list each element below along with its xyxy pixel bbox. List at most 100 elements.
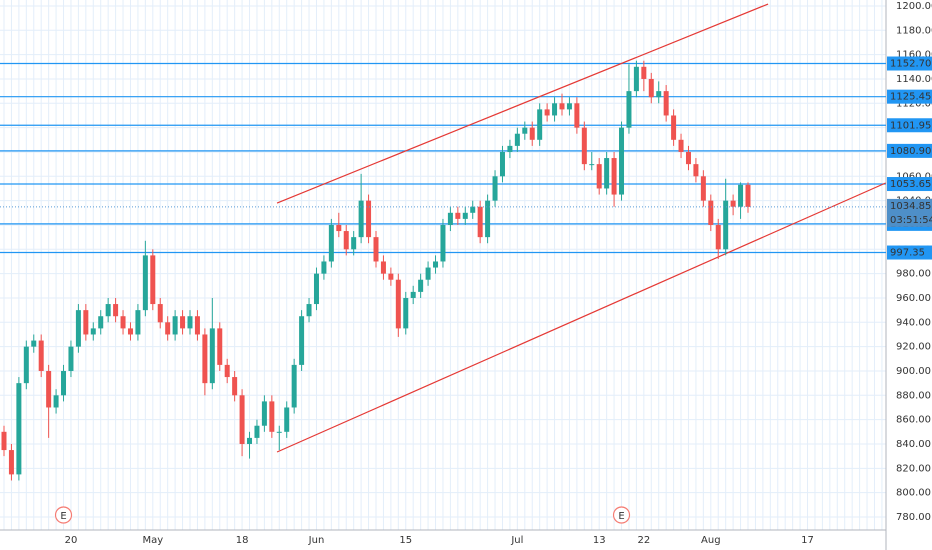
x-tick-label: Aug <box>701 535 721 546</box>
level-label: 1053.65 <box>890 179 931 190</box>
candle-body <box>693 164 699 177</box>
candle-body <box>165 322 171 335</box>
candle-body <box>90 328 96 335</box>
x-tick-label: May <box>142 535 163 546</box>
candle-body <box>16 383 22 475</box>
candle-body <box>462 212 468 219</box>
candle-body <box>98 316 104 329</box>
candle-body <box>105 304 111 317</box>
candle-body <box>715 224 721 250</box>
candle-body <box>418 279 424 292</box>
y-tick-label: 920.00 <box>896 342 931 353</box>
level-label: 1152.70 <box>890 59 931 70</box>
candle-body <box>142 255 148 311</box>
candle-body <box>8 450 14 475</box>
candle-body <box>633 66 639 92</box>
level-label-box <box>887 245 932 260</box>
candle-body <box>46 370 52 408</box>
candle-body <box>306 304 312 317</box>
candle-body <box>395 279 401 329</box>
candle-body <box>626 91 632 128</box>
candle-body <box>261 401 267 426</box>
x-tick-label: 18 <box>236 535 249 546</box>
candle-body <box>499 151 505 177</box>
x-tick-label: Jul <box>510 535 523 546</box>
candle-body <box>708 200 714 225</box>
candle-body <box>700 176 706 201</box>
y-tick-label: 900.00 <box>896 366 931 377</box>
candle-body <box>537 109 543 140</box>
candle-body <box>574 103 580 128</box>
candle-body <box>254 425 260 438</box>
candle-body <box>477 206 483 238</box>
trendline <box>276 182 886 453</box>
last-price-label: 1034.85 <box>890 201 931 212</box>
x-tick-label: Jun <box>308 535 325 546</box>
candle-body <box>619 127 625 195</box>
level-label-box <box>887 177 932 192</box>
event-marker <box>54 506 73 524</box>
candle-body <box>328 224 334 262</box>
y-tick-label: 940.00 <box>896 317 931 328</box>
last-price-box <box>887 198 932 227</box>
candle-body <box>589 164 595 166</box>
y-tick-label: 780.00 <box>896 512 931 523</box>
candle-body <box>514 133 520 146</box>
candle-body <box>738 184 744 207</box>
candle-body <box>217 328 223 365</box>
candle-body <box>180 316 186 329</box>
candle-body <box>68 346 74 371</box>
candle-body <box>127 328 133 335</box>
candle-body <box>187 316 193 329</box>
y-tick-label: 960.00 <box>896 293 931 304</box>
candle-body <box>269 401 275 432</box>
candle-body <box>470 206 476 213</box>
x-tick-label: 22 <box>637 535 650 546</box>
y-tick-label: 880.00 <box>896 390 931 401</box>
trendline <box>276 3 769 204</box>
countdown: 03:51:54 <box>890 215 932 226</box>
event-marker <box>612 506 631 524</box>
candle-body <box>522 127 528 134</box>
y-tick-label: 1200.00 <box>896 1 932 12</box>
level-label: 1080.90 <box>890 146 931 157</box>
candle-body <box>157 304 163 323</box>
event-label: E <box>618 511 624 522</box>
candle-body <box>313 273 319 305</box>
candle-body <box>358 200 364 238</box>
candle-body <box>1 431 7 451</box>
candle-body <box>239 395 245 444</box>
candle-body <box>38 340 44 371</box>
candle-body <box>247 437 253 444</box>
candle-body <box>135 310 141 335</box>
x-tick-label: 15 <box>399 535 412 546</box>
y-tick-label: 1180.00 <box>896 25 932 36</box>
candle-body <box>380 261 386 274</box>
y-tick-label: 1140.00 <box>896 74 932 85</box>
candle-body <box>656 91 662 98</box>
candle-body <box>671 115 677 140</box>
candle-body <box>343 231 349 250</box>
x-tick-label: 13 <box>593 535 606 546</box>
candle-body <box>150 255 156 305</box>
y-tick-label: 860.00 <box>896 415 931 426</box>
candle-body <box>209 328 215 384</box>
y-tick-label: 1160.00 <box>896 50 932 61</box>
candle-body <box>366 200 372 238</box>
candle-body <box>447 212 453 225</box>
level-label: 997.35 <box>890 248 925 259</box>
candle-body <box>284 407 290 432</box>
y-tick-label: 980.00 <box>896 269 931 280</box>
candle-body <box>559 103 565 110</box>
candle-body <box>113 304 119 317</box>
candle-body <box>663 91 669 116</box>
level-label-box <box>887 118 932 133</box>
candle-body <box>641 66 647 79</box>
y-tick-label: 820.00 <box>896 463 931 474</box>
candle-body <box>566 103 572 110</box>
candle-body <box>75 310 81 347</box>
candle-body <box>276 431 282 433</box>
candle-body <box>723 200 729 250</box>
